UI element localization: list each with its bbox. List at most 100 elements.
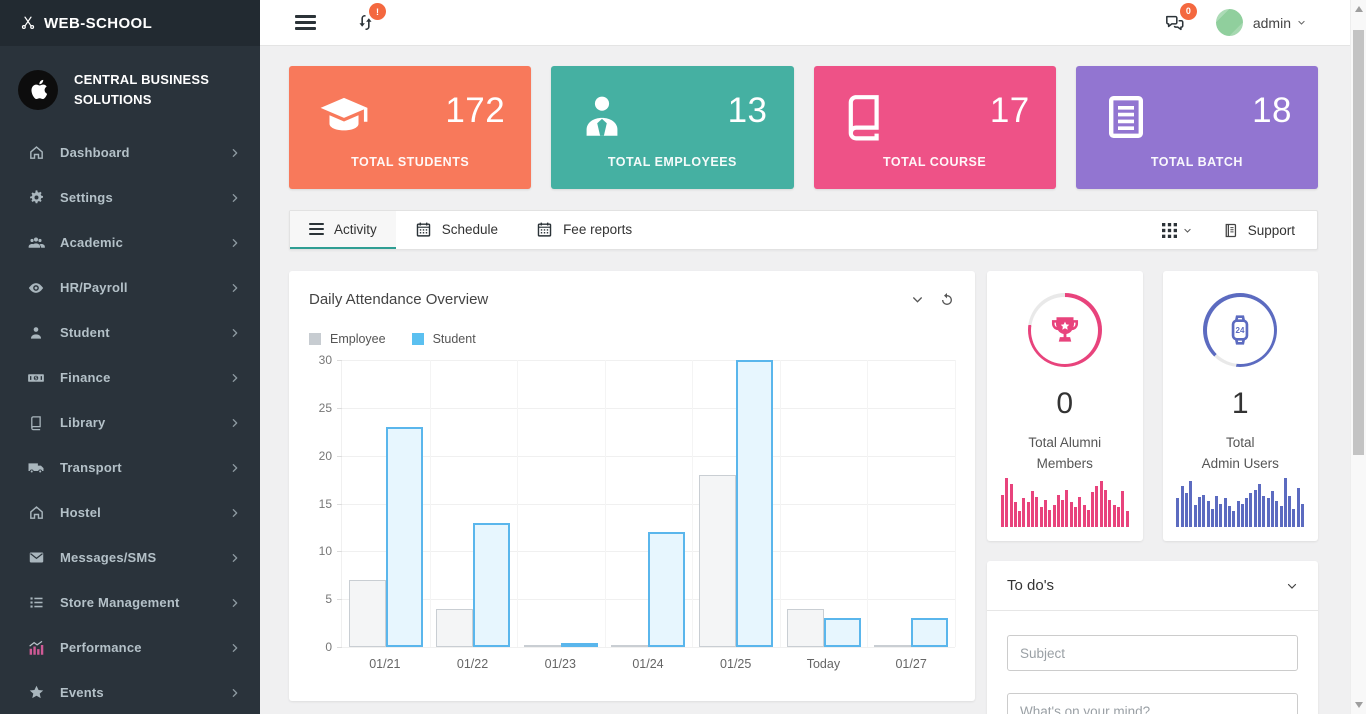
summary-card-total-alumni-members[interactable]: 0 Total Alumni Members (987, 271, 1143, 541)
bar-student[interactable] (560, 643, 598, 647)
sidebar-item-settings[interactable]: Settings (0, 175, 260, 220)
bar-student[interactable] (911, 618, 949, 647)
sidebar-item-student[interactable]: Student (0, 310, 260, 355)
stat-card-total-students[interactable]: 172 TOTAL STUDENTS (289, 66, 532, 189)
bar-student[interactable] (823, 618, 861, 647)
bar-employee[interactable] (348, 580, 386, 647)
y-axis-label: 15 (318, 496, 332, 511)
tab-activity[interactable]: Activity (290, 211, 396, 249)
bar-employee[interactable] (874, 645, 912, 647)
tab-schedule[interactable]: Schedule (396, 211, 517, 249)
sidebar-item-label: HR/Payroll (60, 280, 128, 295)
sidebar-item-label: Events (60, 685, 104, 700)
stat-label: TOTAL BATCH (1150, 155, 1243, 169)
y-axis-tick (337, 551, 342, 553)
support-button[interactable]: Support (1222, 222, 1295, 239)
chevron-right-icon (230, 193, 240, 203)
user-avatar[interactable] (1215, 9, 1243, 36)
window-scrollbar[interactable] (1350, 0, 1366, 714)
sidebar-item-finance[interactable]: $ Finance (0, 355, 260, 400)
legend-swatch (309, 333, 321, 345)
y-axis-tick (337, 503, 342, 505)
todo-header[interactable]: To do's (987, 561, 1318, 611)
bar-student[interactable] (473, 522, 511, 647)
chevron-right-icon (230, 238, 240, 248)
sidebar-item-hostel[interactable]: Hostel (0, 490, 260, 535)
stat-card-total-batch[interactable]: 18 TOTAL BATCH (1075, 66, 1318, 189)
bar-employee[interactable] (436, 608, 474, 647)
bar-employee[interactable] (523, 645, 561, 647)
sync-button[interactable]: ! (356, 3, 386, 32)
sidebar-item-events[interactable]: Events (0, 670, 260, 714)
stats-row: 172 TOTAL STUDENTS 13 TOTAL EMPLOYEES 17 TOTA… (289, 66, 1318, 189)
sidebar-item-transport[interactable]: Transport (0, 445, 260, 490)
chart-title: Daily Attendance Overview (309, 291, 489, 308)
summary-value: 1 (1231, 387, 1249, 420)
chat-bubbles-icon (1164, 13, 1186, 33)
sidebar-item-messages-sms[interactable]: Messages/SMS (0, 535, 260, 580)
vertical-gridline (429, 360, 431, 647)
bar-employee[interactable] (786, 608, 824, 647)
sync-icon (356, 13, 375, 32)
y-axis-tick (337, 407, 342, 409)
trophy-icon (1028, 293, 1102, 367)
collapse-chevron-icon[interactable] (911, 293, 924, 306)
sidebar-item-label: Messages/SMS (60, 550, 157, 565)
chart-legend: Employee Student (309, 332, 955, 346)
stat-card-total-employees[interactable]: 13 TOTAL EMPLOYEES (551, 66, 794, 189)
bar-student[interactable] (648, 532, 686, 647)
bar-student[interactable] (736, 360, 774, 647)
chevron-right-icon (230, 553, 240, 563)
tab-fee-reports[interactable]: Fee reports (517, 211, 651, 249)
sidebar-item-hr-payroll[interactable]: HR/Payroll (0, 265, 260, 310)
y-axis-tick (337, 647, 342, 648)
bar-employee[interactable] (699, 474, 737, 647)
calendar-icon (415, 221, 432, 238)
todo-subject-input[interactable] (1007, 635, 1298, 671)
scroll-down-arrow[interactable] (1355, 702, 1363, 708)
house-icon (26, 503, 46, 523)
gridline (342, 360, 955, 361)
summary-card-total-admin-users[interactable]: 24 1 Total Admin Users (1162, 271, 1318, 541)
stat-value: 18 (1252, 90, 1292, 130)
progress-ring: 24 (1203, 293, 1278, 367)
book-icon (26, 413, 46, 433)
sidebar-item-performance[interactable]: Performance (0, 625, 260, 670)
stat-label: TOTAL COURSE (883, 155, 987, 169)
scrollbar-thumb[interactable] (1353, 30, 1364, 455)
sidebar-item-store-management[interactable]: Store Management (0, 580, 260, 625)
bar-student[interactable] (385, 426, 423, 647)
stat-label: TOTAL STUDENTS (351, 155, 470, 169)
sidebar: WEB-SCHOOL CENTRAL BUSINESS SOLUTIONS Da… (0, 0, 260, 714)
scroll-up-arrow[interactable] (1355, 6, 1363, 12)
sidebar-item-academic[interactable]: Academic (0, 220, 260, 265)
chevron-right-icon (230, 463, 240, 473)
todo-message-input[interactable] (1007, 693, 1298, 714)
vertical-gridline (692, 360, 694, 647)
legend-item-student: Student (411, 332, 476, 346)
sidebar-toggle-hamburger-icon[interactable] (295, 15, 316, 30)
refresh-icon[interactable] (939, 292, 955, 308)
course-book-icon (840, 92, 888, 142)
apps-grid-menu[interactable] (1161, 222, 1192, 238)
stat-card-total-course[interactable]: 17 TOTAL COURSE (813, 66, 1056, 189)
envelope-icon (26, 548, 46, 568)
person-icon (26, 323, 46, 343)
x-axis-label: 01/21 (369, 657, 401, 671)
sidebar-item-library[interactable]: Library (0, 400, 260, 445)
organization-name: CENTRAL BUSINESS SOLUTIONS (74, 72, 210, 107)
batch-note-icon (1102, 93, 1150, 141)
sidebar-item-dashboard[interactable]: Dashboard (0, 130, 260, 175)
bar-group-01-23 (517, 643, 605, 647)
chevron-right-icon (230, 283, 240, 293)
bar-group-01-21 (342, 426, 430, 647)
sidebar-item-label: Dashboard (60, 145, 130, 160)
summary-label: Total Admin Users (1201, 435, 1279, 471)
truck-icon (26, 458, 46, 478)
messages-button[interactable]: 0 (1164, 2, 1197, 33)
y-axis-label: 0 (325, 640, 332, 654)
bar-employee[interactable] (611, 645, 649, 647)
organization-row[interactable]: CENTRAL BUSINESS SOLUTIONS (0, 46, 260, 130)
user-menu[interactable]: admin (1253, 15, 1306, 31)
chevron-right-icon (230, 148, 240, 158)
